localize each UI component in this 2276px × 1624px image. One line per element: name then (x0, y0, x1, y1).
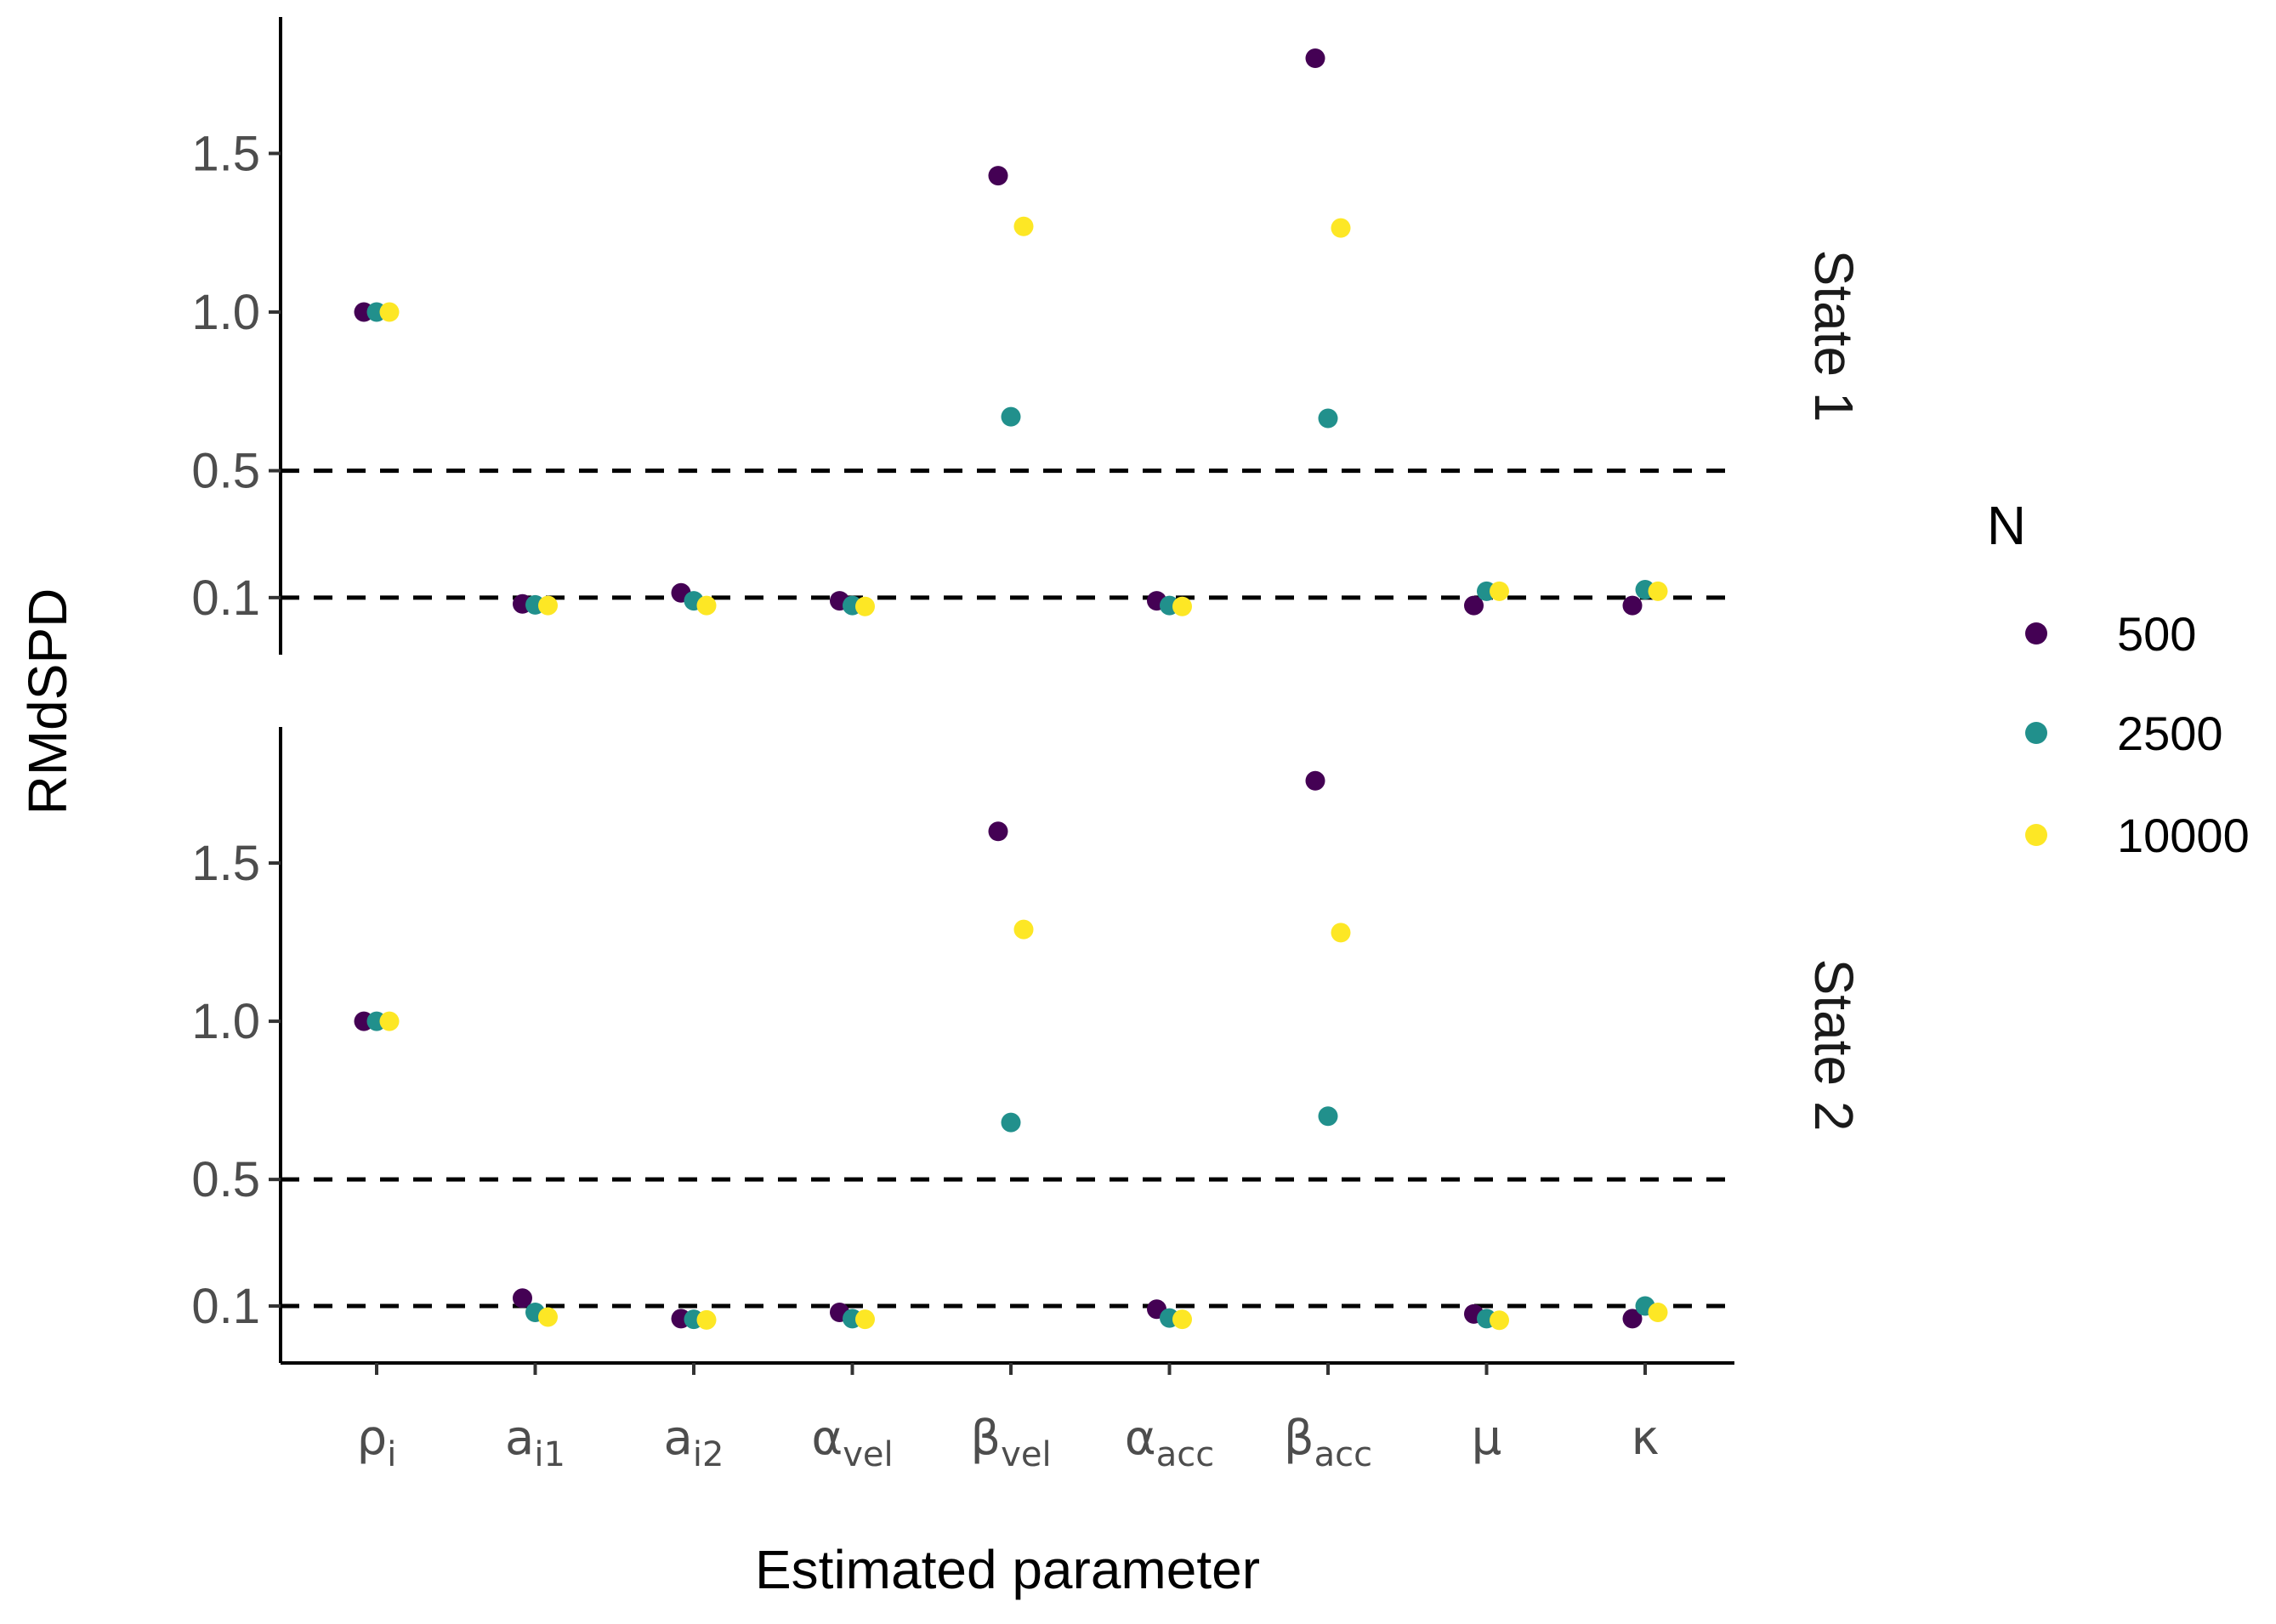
point-state1-n10000-0 (379, 302, 400, 322)
strip-label-state-1: State 1 (1803, 250, 1865, 423)
panel-2: 0.1 0.5 1.0 1.5 State 2 (191, 727, 1865, 1375)
x-category-symbol: ρ (357, 1411, 388, 1466)
legend-title: N (1987, 495, 2026, 556)
point-state1-n2500-6 (1318, 408, 1338, 429)
point-state1-n10000-2 (696, 595, 717, 616)
point-state1-n500-8 (1622, 595, 1643, 616)
point-state1-n10000-6 (1331, 218, 1351, 238)
point-state2-n10000-2 (696, 1309, 717, 1330)
x-category-symbol: μ (1472, 1411, 1502, 1466)
point-state2-n10000-7 (1490, 1310, 1509, 1331)
x-category-label: βacc (1284, 1411, 1372, 1474)
point-state2-n10000-3 (855, 1309, 875, 1330)
x-category-label: αvel (811, 1411, 893, 1474)
y-tick-label: 1.0 (191, 285, 260, 340)
legend-key-500 (2025, 622, 2047, 644)
point-state1-n500-4 (988, 166, 1008, 186)
point-state1-n10000-5 (1172, 596, 1192, 616)
point-state2-n500-4 (988, 821, 1008, 842)
y-tick-label: 1.0 (191, 994, 260, 1049)
x-category-subscript: i (387, 1435, 396, 1474)
x-category-subscript: acc (1314, 1435, 1373, 1474)
legend-label-2500: 2500 (2117, 707, 2223, 760)
x-category-label: κ (1631, 1411, 1659, 1466)
y-tick-label: 1.5 (191, 126, 260, 181)
x-category-subscript: acc (1156, 1435, 1215, 1474)
point-state2-n500-1 (513, 1288, 532, 1309)
x-category-label: αacc (1125, 1411, 1214, 1474)
point-state2-n500-8 (1622, 1309, 1643, 1329)
y-tick-label: 0.1 (191, 571, 260, 626)
x-category-label: βvel (970, 1411, 1051, 1474)
strip-label-state-2: State 2 (1803, 959, 1865, 1132)
x-category-symbol: a (664, 1411, 693, 1466)
x-category-subscript: vel (843, 1435, 893, 1474)
point-state2-n10000-1 (538, 1307, 558, 1327)
panel-1: 0.1 0.5 1.0 1.5 State 1 (191, 17, 1865, 655)
x-category-symbol: α (811, 1411, 843, 1466)
panels-layer: 0.1 0.5 1.0 1.5 State 1 0.1 0.5 1.0 1.5 State 2 (191, 17, 1865, 1375)
x-category-subscript: vel (1001, 1435, 1051, 1474)
point-state2-n10000-5 (1172, 1309, 1192, 1330)
y-tick-label: 0.5 (191, 1152, 260, 1207)
point-state2-n10000-4 (1013, 919, 1034, 940)
point-state1-n10000-4 (1013, 216, 1034, 236)
legend-label-500: 500 (2117, 607, 2196, 661)
y-tick-label: 0.1 (191, 1279, 260, 1334)
x-category-subscript: i1 (534, 1435, 565, 1474)
x-category-symbol: β (1284, 1411, 1314, 1466)
point-state1-n10000-3 (855, 596, 875, 616)
y-tick-label: 0.5 (191, 444, 260, 499)
legend-label-10000: 10000 (2117, 809, 2250, 862)
point-state1-n10000-7 (1490, 581, 1509, 601)
legend-key-2500 (2025, 722, 2047, 744)
legend-key-10000 (2025, 824, 2047, 846)
point-state2-n2500-4 (1001, 1112, 1021, 1133)
point-state1-n500-6 (1305, 48, 1325, 69)
y-tick-label: 1.5 (191, 836, 260, 891)
x-category-symbol: a (505, 1411, 534, 1466)
x-category-label: ai1 (505, 1411, 565, 1474)
point-state1-n10000-1 (538, 595, 558, 616)
x-category-symbol: β (970, 1411, 1001, 1466)
x-category-label: ai2 (664, 1411, 724, 1474)
x-category-subscript: i2 (693, 1435, 724, 1474)
x-tick-labels: ρi ai1 ai2 αvel βvel αacc βacc μ κ (357, 1411, 1660, 1474)
x-category-symbol: κ (1631, 1411, 1659, 1466)
legend: N 500 2500 10000 (1987, 495, 2250, 862)
point-state2-n10000-0 (379, 1011, 400, 1031)
point-state1-n10000-8 (1648, 581, 1668, 601)
x-category-symbol: α (1125, 1411, 1156, 1466)
x-axis-title: Estimated parameter (755, 1539, 1260, 1600)
point-state1-n500-7 (1464, 595, 1484, 616)
point-state2-n2500-6 (1318, 1106, 1338, 1127)
x-category-label: ρi (357, 1411, 397, 1474)
point-state2-n10000-6 (1331, 923, 1351, 943)
x-category-label: μ (1472, 1411, 1502, 1466)
y-axis-title: RMdSPD (17, 588, 78, 815)
point-state1-n2500-4 (1001, 406, 1021, 427)
point-state2-n500-6 (1305, 770, 1325, 791)
point-state2-n10000-8 (1648, 1302, 1668, 1322)
